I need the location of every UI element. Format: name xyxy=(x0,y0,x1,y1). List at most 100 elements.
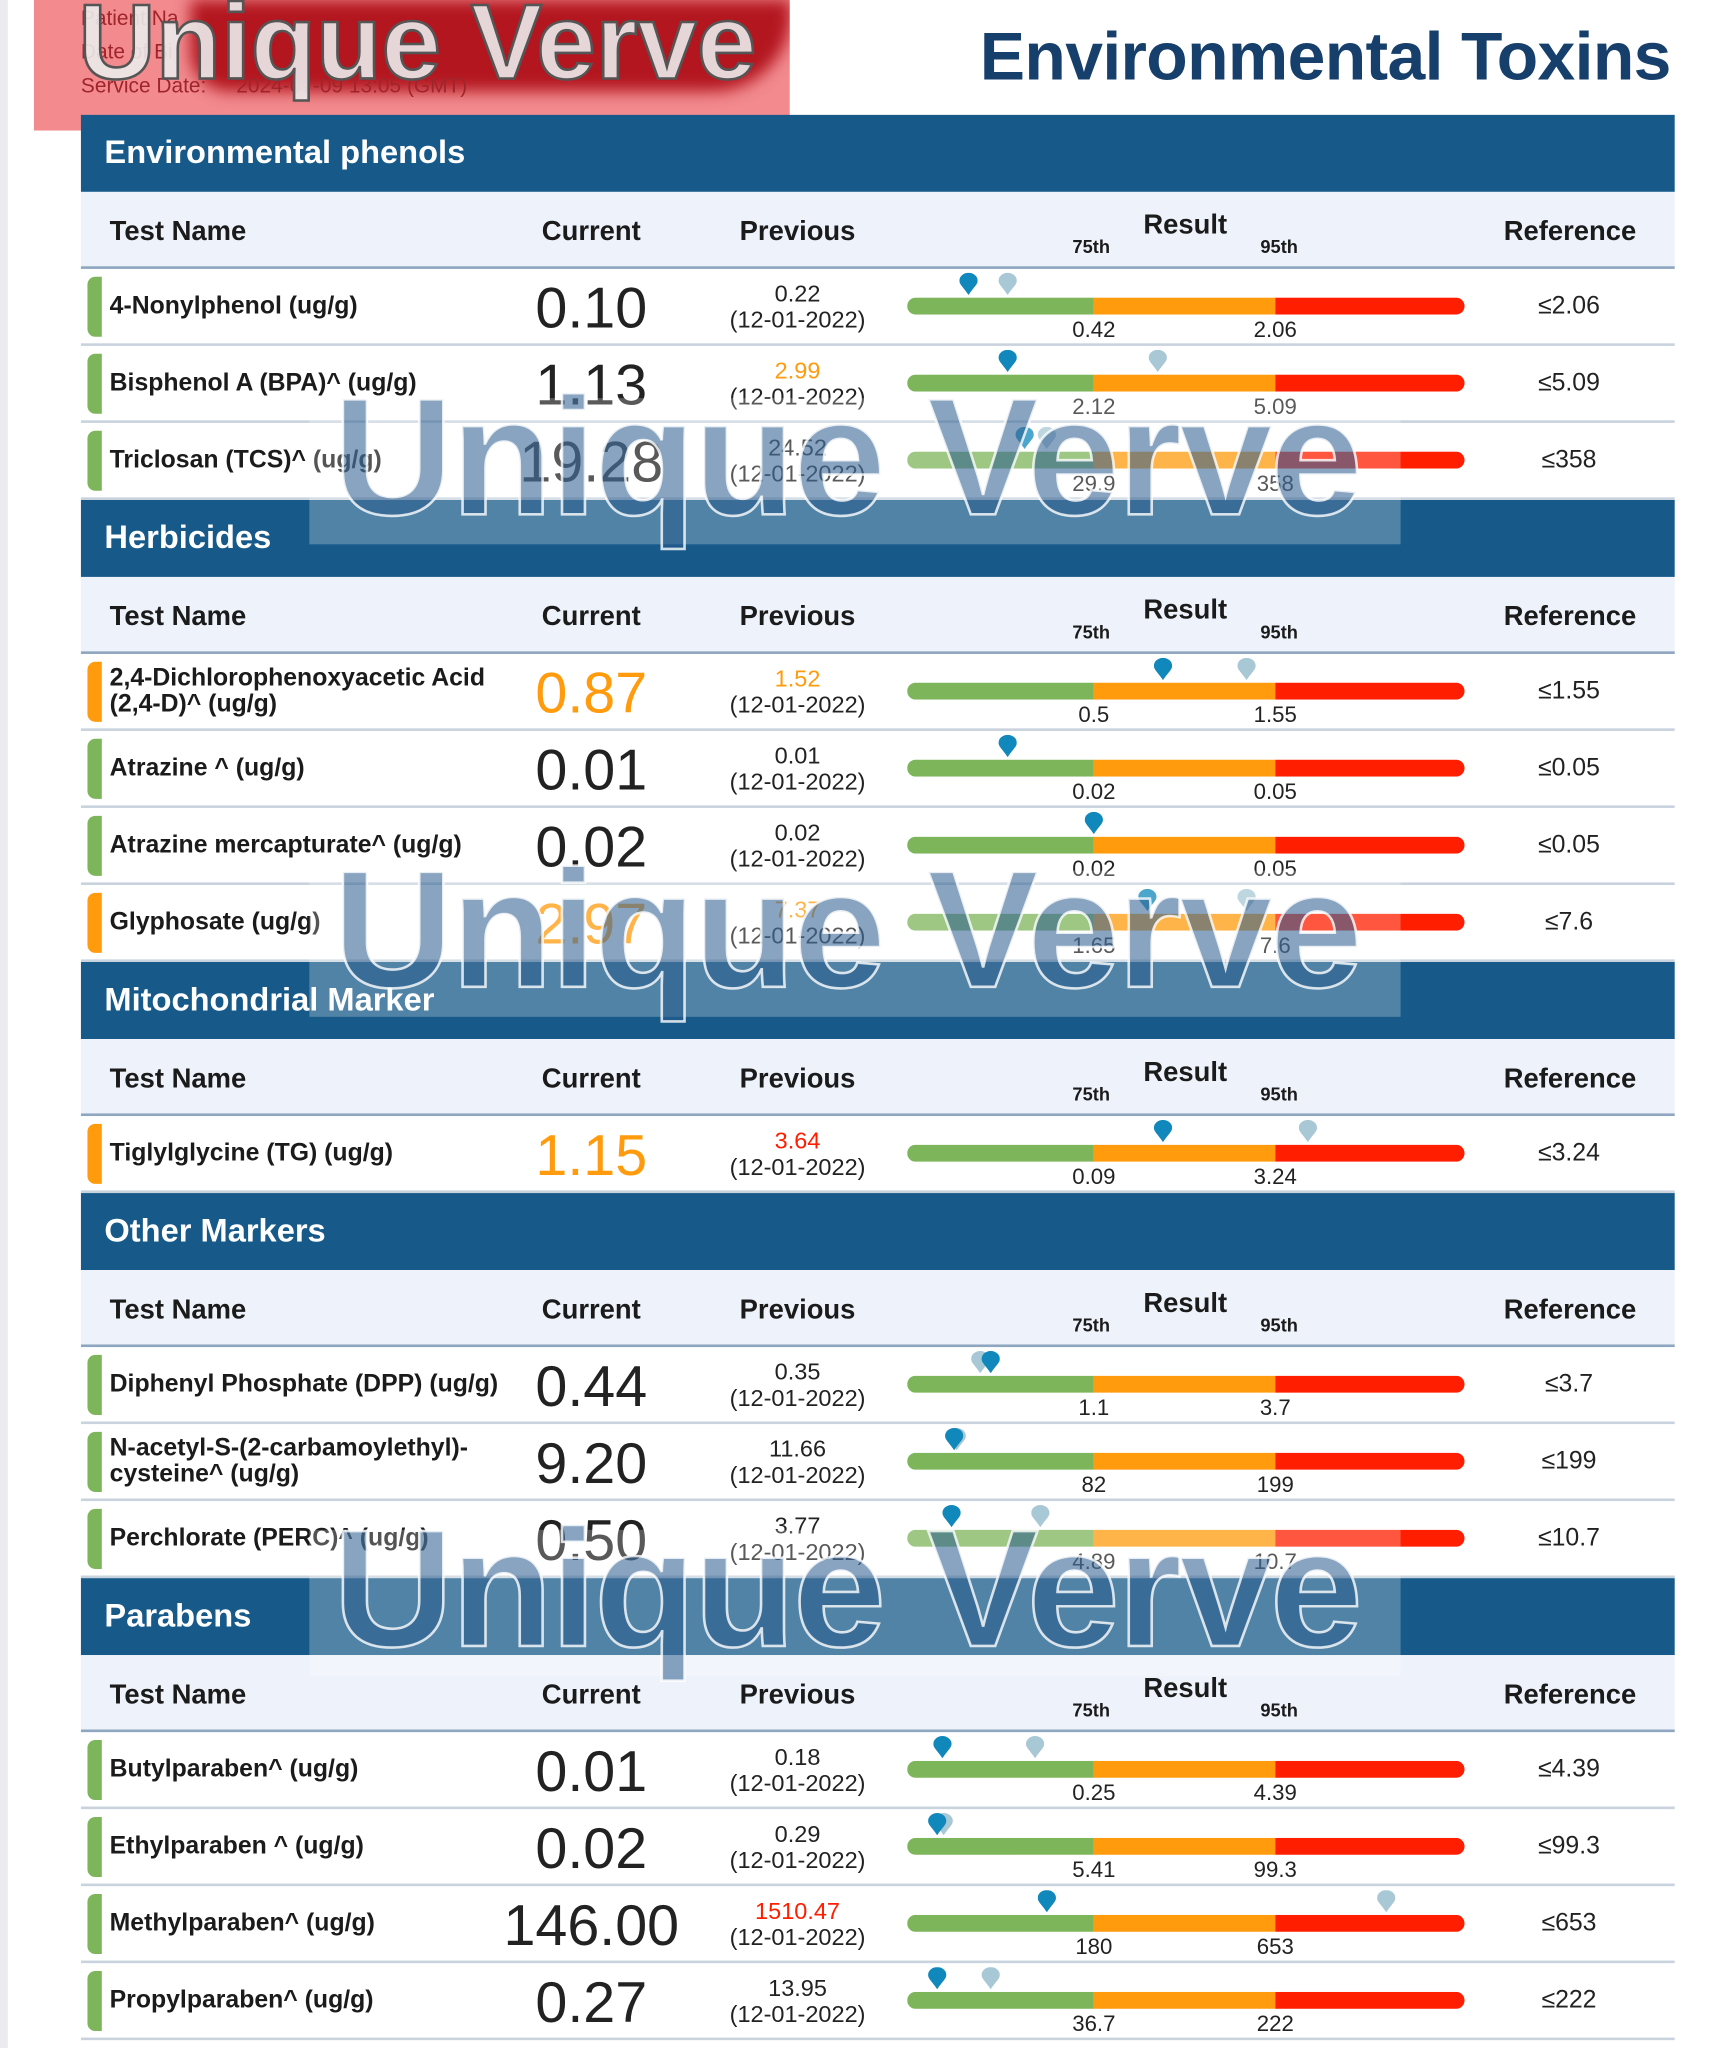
reference-range: ≤99.3 xyxy=(1538,1832,1600,1861)
test-name: Atrazine ^ (ug/g) xyxy=(109,753,305,782)
table-row: Diphenyl Phosphate (DPP) (ug/g) 0.44 0.3… xyxy=(80,1347,1675,1425)
previous-marker-icon xyxy=(1238,888,1257,912)
current-value: 0.02 xyxy=(535,815,648,880)
col-reference: Reference xyxy=(1503,1294,1637,1325)
reference-range: ≤358 xyxy=(1541,446,1597,474)
current-marker-icon xyxy=(998,734,1017,758)
threshold-75th: 180 xyxy=(1075,1934,1113,1960)
col-reference: Reference xyxy=(1503,601,1637,632)
threshold-75th: 2.12 xyxy=(1072,394,1116,420)
col-current: Current xyxy=(541,216,641,247)
current-value: 0.10 xyxy=(535,276,648,341)
table-row: Perchlorate (PERC)^ (ug/g) 0.50 3.77 (12-… xyxy=(80,1501,1675,1579)
status-indicator xyxy=(87,353,102,414)
status-indicator xyxy=(87,892,102,953)
result-range-bar xyxy=(907,297,1465,315)
test-name: Glyphosate (ug/g) xyxy=(109,907,321,936)
previous-value: 2.99 (12-01-2022) xyxy=(729,357,866,410)
result-range-bar xyxy=(907,913,1465,931)
column-header-row: Test Name Current Previous Result 75th 9… xyxy=(80,1655,1675,1733)
previous-value: 0.01 (12-01-2022) xyxy=(729,742,866,795)
current-marker-icon xyxy=(928,1813,947,1836)
col-result: Result xyxy=(1143,1288,1228,1319)
table-row: Butylparaben^ (ug/g) 0.01 0.18 (12-01-202… xyxy=(80,1732,1675,1810)
threshold-75th: 0.02 xyxy=(1072,856,1116,882)
test-name: 4-Nonylphenol (ug/g) xyxy=(109,291,358,320)
current-marker-icon xyxy=(942,1505,961,1528)
col-previous: Previous xyxy=(739,1294,856,1325)
current-marker-icon xyxy=(1084,811,1104,835)
previous-value: 0.35 (12-01-2022) xyxy=(729,1358,866,1412)
col-95th: 95th xyxy=(1260,1083,1298,1105)
watermark-top: Unique Verve xyxy=(77,0,758,103)
previous-value: 13.95 (12-01-2022) xyxy=(729,1974,866,2028)
result-range-bar xyxy=(907,1837,1465,1855)
patient-info-box: Patient Na Date of Bi Service Date: 2024… xyxy=(33,0,790,131)
result-range-bar xyxy=(907,1914,1465,1932)
status-indicator xyxy=(87,1123,102,1184)
status-indicator xyxy=(87,430,102,491)
previous-marker-icon xyxy=(1377,1890,1396,1913)
col-previous: Previous xyxy=(739,601,856,632)
threshold-95th: 3.24 xyxy=(1253,1164,1297,1190)
current-value: 19.28 xyxy=(519,430,664,495)
threshold-95th: 0.05 xyxy=(1253,779,1297,805)
previous-marker-icon xyxy=(1299,1119,1318,1143)
column-header-row: Test Name Current Previous Result 75th 9… xyxy=(80,1270,1675,1348)
section-header: Mitochondrial Marker xyxy=(80,962,1675,1040)
reference-range: ≤199 xyxy=(1541,1447,1597,1475)
col-previous: Previous xyxy=(739,216,856,247)
patient-name-label: Patient Na xyxy=(80,7,179,31)
status-indicator xyxy=(87,276,102,337)
page-edge xyxy=(0,0,8,2048)
dob-label: Date of Bi xyxy=(80,41,173,64)
threshold-95th: 0.05 xyxy=(1253,856,1297,882)
reference-range: ≤222 xyxy=(1541,1986,1597,2015)
result-range-bar xyxy=(907,1760,1465,1778)
reference-range: ≤653 xyxy=(1541,1909,1597,1938)
current-value: 0.02 xyxy=(535,1816,648,1881)
col-test-name: Test Name xyxy=(109,1294,247,1325)
table-row: Atrazine mercapturate^ (ug/g) 0.02 0.02(… xyxy=(80,808,1675,885)
col-test-name: Test Name xyxy=(109,1679,247,1710)
previous-value: 7.37 (12-01-2022) xyxy=(729,896,866,949)
table-row: Atrazine ^ (ug/g) 0.01 0.01 (12-01-2022) … xyxy=(80,731,1675,808)
status-indicator xyxy=(87,1893,102,1955)
reference-range: ≤7.6 xyxy=(1544,908,1594,936)
current-marker-icon xyxy=(959,272,978,295)
col-current: Current xyxy=(541,1063,641,1094)
table-row: Bisphenol A (BPA)^ (ug/g) 1.13 2.99 (12-0… xyxy=(80,346,1675,423)
threshold-95th: 1.55 xyxy=(1253,702,1297,728)
current-marker-icon xyxy=(1154,1119,1173,1143)
test-name: 2,4-Dichlorophenoxyacetic Acid (2,4-D)^ … xyxy=(109,663,485,718)
col-95th: 95th xyxy=(1260,621,1298,643)
reference-range: ≤10.7 xyxy=(1538,1524,1600,1553)
threshold-75th: 82 xyxy=(1081,1472,1107,1498)
col-75th: 75th xyxy=(1072,621,1111,643)
threshold-75th: 0.42 xyxy=(1072,317,1116,342)
reference-range: ≤0.05 xyxy=(1538,754,1600,782)
current-marker-icon xyxy=(933,1736,952,1759)
column-header-row: Test Name Current Previous Result 75th 9… xyxy=(80,191,1675,269)
result-range-bar xyxy=(907,682,1465,700)
threshold-75th: 36.7 xyxy=(1072,2011,1116,2037)
threshold-75th: 0.25 xyxy=(1072,1780,1116,1806)
col-95th: 95th xyxy=(1260,1314,1298,1336)
current-value: 0.01 xyxy=(535,1739,648,1804)
reference-range: ≤3.7 xyxy=(1544,1370,1594,1398)
table-row: 2,4-Dichlorophenoxyacetic Acid (2,4-D)^ … xyxy=(80,654,1675,731)
current-marker-icon xyxy=(945,1427,964,1451)
threshold-95th: 99.3 xyxy=(1253,1857,1297,1883)
threshold-75th: 5.41 xyxy=(1072,1857,1116,1883)
result-range-bar xyxy=(907,1452,1465,1470)
result-range-bar xyxy=(907,836,1465,854)
table-row: Ethylparaben ^ (ug/g) 0.02 0.29 (12-01-20… xyxy=(80,1809,1675,1887)
previous-value: 3.77 (12-01-2022) xyxy=(729,1512,866,1566)
col-current: Current xyxy=(541,1679,641,1710)
col-test-name: Test Name xyxy=(109,601,247,632)
watermark: Unique Verve xyxy=(309,363,1401,552)
threshold-75th: 1.1 xyxy=(1078,1395,1110,1421)
test-name: N-acetyl-S-(2-carbamoylethyl)-cysteine^ … xyxy=(109,1433,468,1488)
threshold-75th: 0.02 xyxy=(1072,779,1116,805)
previous-value: 1.52 (12-01-2022) xyxy=(729,665,866,718)
